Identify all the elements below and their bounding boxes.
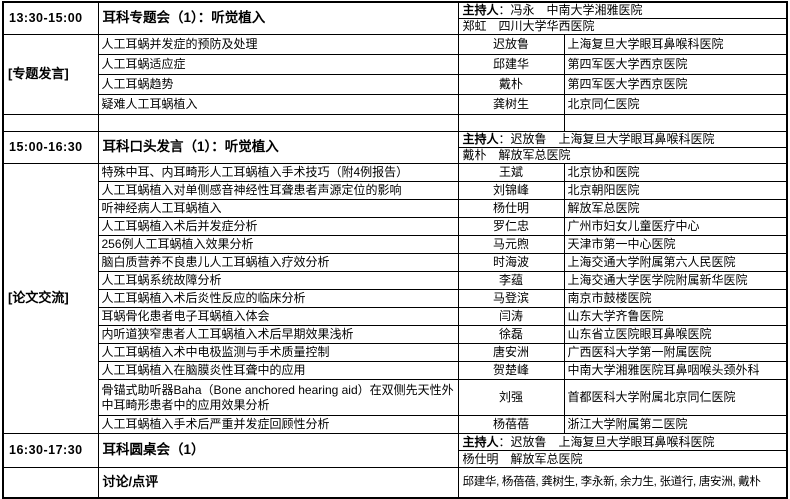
affiliation-cell: 第四军医大学西京医院 <box>563 74 788 95</box>
affiliation-cell: 第四军医大学西京医院 <box>563 54 788 75</box>
affiliation-cell: 山东大学齐鲁医院 <box>563 307 788 326</box>
paper-title-cell: 特殊中耳、内耳畸形人工耳蜗植入手术技巧（附4例报告） <box>97 163 459 182</box>
speaker-cell: 王斌 <box>457 163 565 182</box>
session2-title-cell: 耳科口头发言（1）：听觉植入 <box>97 131 459 164</box>
session3-title-cell: 耳科圆桌会（1） <box>97 433 459 468</box>
session1-chair-line1-cell: 主持人：冯永 中南大学湘雅医院 <box>457 1 788 19</box>
chair-label: 主持人 <box>462 434 499 449</box>
session1-time-cell: 13:30-15:00 <box>2 1 99 35</box>
speaker-cell: 罗仁忠 <box>457 217 565 236</box>
paper-title-cell: 256例人工耳蜗植入效果分析 <box>97 235 459 254</box>
speaker-cell: 马登滨 <box>457 289 565 308</box>
session2-chair-line2-cell: 戴朴 解放军总医院 <box>457 147 788 164</box>
paper-title-cell: 脑白质营养不良患儿人工耳蜗植入疗效分析 <box>97 253 459 272</box>
speaker-cell: 邱建华 <box>457 54 565 75</box>
speaker-cell: 李蕴 <box>457 271 565 290</box>
session2-time-cell: 15:00-16:30 <box>2 131 99 164</box>
paper-title-cell: 人工耳蜗并发症的预防及处理 <box>97 34 459 55</box>
speaker-cell: 时海波 <box>457 253 565 272</box>
affiliation-cell: 天津市第一中心医院 <box>563 235 788 254</box>
affiliation-cell: 北京同仁医院 <box>563 94 788 115</box>
affiliation-cell: 北京朝阳医院 <box>563 181 788 200</box>
panelists-cell: 邱建华, 杨蓓蓓, 龚树生, 李永新, 余力生, 张道行, 唐安洲, 戴朴 <box>457 467 788 498</box>
affiliation-cell: 广西医科大学第一附属医院 <box>563 343 788 362</box>
session3-time-cell: 16:30-17:30 <box>2 433 99 468</box>
paper-title-cell: 人工耳蜗系统故障分析 <box>97 271 459 290</box>
affiliation-cell: 南京市鼓楼医院 <box>563 289 788 308</box>
session1-title-cell: 耳科专题会（1）：听觉植入 <box>97 1 459 35</box>
speaker-cell: 闫涛 <box>457 307 565 326</box>
chair-text: ：冯永 中南大学湘雅医院 <box>498 3 643 17</box>
discussion-label-cell: 讨论/点评 <box>97 467 459 498</box>
paper-title-cell: 人工耳蜗植入术中电极监测与手术质量控制 <box>97 343 459 362</box>
affiliation-cell: 首都医科大学附属北京同仁医院 <box>563 379 788 416</box>
speaker-cell: 贺楚峰 <box>457 361 565 380</box>
session3-chair-line2-cell: 杨仕明 解放军总医院 <box>457 450 788 468</box>
speaker-cell: 马元煦 <box>457 235 565 254</box>
paper-title-cell: 疑难人工耳蜗植入 <box>97 94 459 115</box>
speaker-cell: 杨蓓蓓 <box>457 415 565 434</box>
paper-title-cell: 人工耳蜗植入术后并发症分析 <box>97 217 459 236</box>
affiliation-cell: 中南大学湘雅医院耳鼻咽喉头颈外科 <box>563 361 788 380</box>
session2-category-cell: [论文交流] <box>2 163 99 434</box>
session2-chair-line1-cell: 主持人：迟放鲁 上海复旦大学眼耳鼻喉科医院 <box>457 131 788 148</box>
speaker-cell: 戴朴 <box>457 74 565 95</box>
paper-title-cell: 骨锚式助听器Baha（Bone anchored hearing aid）在双侧… <box>97 379 459 416</box>
paper-title-cell: 人工耳蜗适应症 <box>97 54 459 75</box>
chair-label: 主持人 <box>462 3 499 17</box>
paper-title-cell: 人工耳蜗植入术后炎性反应的临床分析 <box>97 289 459 308</box>
paper-title-cell: 耳蜗骨化患者电子耳蜗植入体会 <box>97 307 459 326</box>
affiliation-cell: 上海交通大学附属第六人民医院 <box>563 253 788 272</box>
paper-title-cell: 人工耳蜗植入手术后严重并发症回顾性分析 <box>97 415 459 434</box>
empty-cell <box>457 114 565 132</box>
affiliation-cell: 山东省立医院眼耳鼻喉医院 <box>563 325 788 344</box>
paper-title-cell: 人工耳蜗趋势 <box>97 74 459 95</box>
session1-chair-line2-cell: 郑虹 四川大学华西医院 <box>457 18 788 35</box>
paper-title-cell: 听神经病人工耳蜗植入 <box>97 199 459 218</box>
session1-category-cell: [专题发言] <box>2 34 99 115</box>
speaker-cell: 刘锦峰 <box>457 181 565 200</box>
speaker-cell: 龚树生 <box>457 94 565 115</box>
chair-label: 主持人 <box>462 132 499 147</box>
affiliation-cell: 上海交通大学医学院附属新华医院 <box>563 271 788 290</box>
paper-title-cell: 内听道狭窄患者人工耳蜗植入术后早期效果浅析 <box>97 325 459 344</box>
chair-text: ：迟放鲁 上海复旦大学眼耳鼻喉科医院 <box>498 434 715 449</box>
affiliation-cell: 浙江大学附属第二医院 <box>563 415 788 434</box>
paper-title-cell: 人工耳蜗植入在脑膜炎性耳聋中的应用 <box>97 361 459 380</box>
speaker-cell: 迟放鲁 <box>457 34 565 55</box>
affiliation-cell: 上海复旦大学眼耳鼻喉科医院 <box>563 34 788 55</box>
speaker-cell: 唐安洲 <box>457 343 565 362</box>
empty-cell <box>2 467 99 498</box>
empty-cell <box>97 114 459 132</box>
speaker-cell: 徐磊 <box>457 325 565 344</box>
chair-text: ：迟放鲁 上海复旦大学眼耳鼻喉科医院 <box>498 132 715 147</box>
empty-cell <box>2 114 99 132</box>
paper-title-cell: 人工耳蜗植入对单侧感音神经性耳聋患者声源定位的影响 <box>97 181 459 200</box>
affiliation-cell: 解放军总医院 <box>563 199 788 218</box>
session3-chair-line1-cell: 主持人：迟放鲁 上海复旦大学眼耳鼻喉科医院 <box>457 433 788 451</box>
speaker-cell: 杨仕明 <box>457 199 565 218</box>
empty-cell <box>563 114 788 132</box>
affiliation-cell: 广州市妇女儿童医疗中心 <box>563 217 788 236</box>
speaker-cell: 刘强 <box>457 379 565 416</box>
affiliation-cell: 北京协和医院 <box>563 163 788 182</box>
